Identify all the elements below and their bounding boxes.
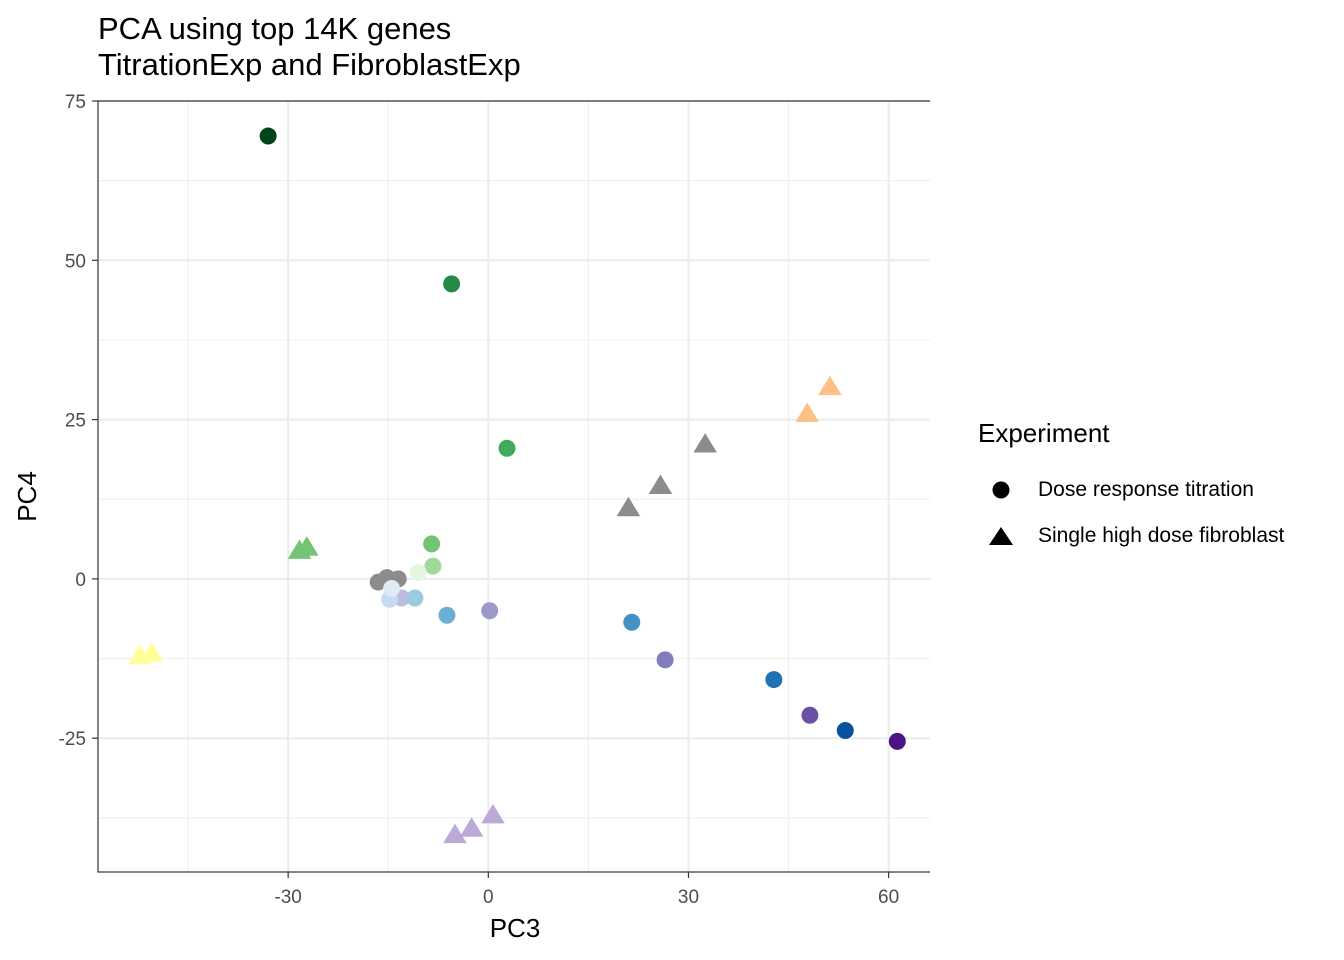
y-tick-label: 50 [65, 251, 86, 272]
legend-title: Experiment [978, 418, 1110, 448]
titration-point [259, 127, 277, 145]
titration-point [438, 606, 456, 624]
legend-item-titration: Dose response titration [978, 467, 1338, 513]
y-tick-label: -25 [59, 729, 86, 750]
x-tick-label: 60 [878, 887, 899, 908]
titration-point [424, 557, 442, 575]
fibroblast-point [648, 474, 673, 494]
pca-scatter-plot: -30 0 30 60 -25 0 25 50 75 PC3 PC4 [12, 92, 930, 943]
x-tick-label: 0 [483, 887, 494, 908]
titration-point [656, 651, 674, 669]
y-tick-label: 25 [65, 411, 86, 432]
chart-title: PCA using top 14K genes [98, 11, 452, 46]
data-points [128, 127, 906, 844]
titration-point [409, 564, 427, 582]
y-axis-label: PC4 [12, 471, 42, 522]
titration-point [481, 602, 499, 620]
fibroblast-point [616, 496, 641, 517]
minor-gridlines [98, 101, 930, 872]
fibroblast-point [459, 817, 484, 837]
titration-point [765, 671, 783, 689]
titration-point [836, 722, 854, 740]
legend-item-fibroblast: Single high dose fibroblast [978, 513, 1338, 559]
axes: -30 0 30 60 -25 0 25 50 75 [59, 92, 900, 908]
legend: Experiment Dose response titration Singl… [978, 418, 1338, 559]
legend-label-titration: Dose response titration [1038, 478, 1254, 501]
fibroblast-point [795, 402, 819, 422]
legend-label-fibroblast: Single high dose fibroblast [1038, 524, 1285, 547]
fibroblast-point [295, 536, 319, 556]
y-tick-label: 75 [65, 92, 86, 113]
x-tick-label: 30 [678, 887, 699, 908]
titration-point [498, 439, 516, 457]
x-axis-label: PC3 [490, 913, 541, 943]
titration-point [801, 706, 819, 724]
titration-point [623, 613, 641, 631]
fibroblast-point [443, 823, 467, 844]
major-gridlines [98, 100, 930, 872]
fibroblast-point [693, 433, 717, 453]
plot-panel-border [97, 100, 930, 873]
titration-point [406, 589, 424, 607]
fibroblast-point [818, 375, 842, 396]
fibroblast-point [481, 803, 505, 824]
triangle-icon [978, 513, 1024, 559]
x-tick-label: -30 [274, 887, 301, 908]
titration-point [423, 535, 441, 553]
fibroblast-point [139, 642, 164, 662]
circle-icon [978, 467, 1024, 513]
chart-subtitle: TitrationExp and FibroblastExp [98, 47, 521, 82]
titration-point [383, 579, 401, 597]
y-tick-label: 0 [75, 570, 86, 591]
titration-point [443, 275, 461, 293]
titration-point [888, 732, 906, 750]
